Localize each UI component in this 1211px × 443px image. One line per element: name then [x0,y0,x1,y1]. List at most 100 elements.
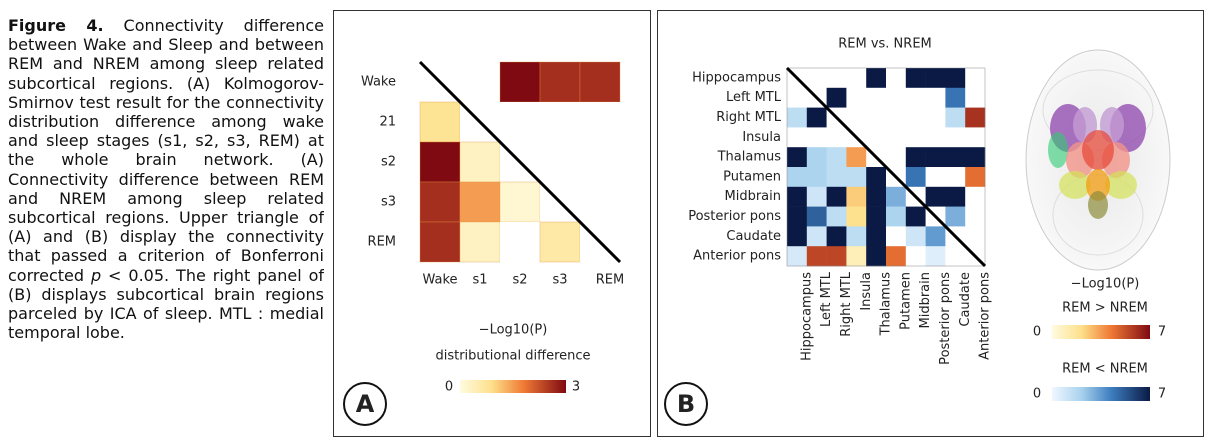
heatmap-cell [886,68,907,89]
heatmap-cell [925,246,946,267]
panel-title: REM vs. NREM [838,37,932,52]
heatmap-cell [925,107,946,128]
heatmap-cell [826,127,847,148]
heatmap-cell [905,147,926,168]
brain-render [1025,49,1171,271]
heatmap-cell [965,127,986,148]
heatmap-cell [965,186,986,207]
heatmap-cell [965,147,986,168]
heatmap-cell [925,68,946,89]
heatmap-cell [787,107,808,128]
heatmap-cell [826,68,847,89]
matrix-frame [786,67,986,267]
heatmap-cell [866,107,887,128]
row-label: Insula [742,130,781,145]
heatmap-cell [419,101,461,143]
heatmap-cell [787,87,808,108]
panel-a-frame [333,10,651,437]
row-label: s2 [381,155,396,170]
col-label: Wake [422,273,457,288]
heatmap-cell [846,246,867,267]
heatmap-cell [460,62,500,102]
caption-text: Connectivity difference between Wake and… [8,16,324,285]
panel-b-frame [657,10,1204,437]
heatmap-cell [580,142,620,182]
colorbar [1052,325,1150,339]
heatmap-cell [787,186,808,207]
heatmap-cell [965,87,986,108]
heatmap-cell [846,206,867,227]
heatmap-cell [540,102,580,142]
heatmap-cell [925,127,946,148]
heatmap-cell [826,226,847,247]
col-label: REM [596,273,624,288]
heatmap-cell [806,186,827,207]
diagonal [418,60,622,264]
heatmap-cell [866,167,887,188]
heatmap-cell [826,246,847,267]
colorbar [1052,387,1150,401]
heatmap-cell [459,181,501,223]
diagonal [785,66,987,268]
heatmap-cell [866,127,887,148]
heatmap-cell [945,186,966,207]
heatmap-cell [826,147,847,168]
heatmap-cell [886,206,907,227]
heatmap-cell [806,147,827,168]
heatmap-cell [806,127,827,148]
heatmap-cell [787,147,808,168]
heatmap-cell [945,147,966,168]
col-label: Posterior pons [938,272,953,365]
heatmap-cell [886,226,907,247]
panel-letter: B [677,390,695,418]
col-label: Right MTL [839,271,854,337]
heatmap-cell [826,186,847,207]
heatmap-cell [945,87,966,108]
heatmap-cell [965,226,986,247]
colorbar-tick: 0 [445,380,453,395]
heatmap-cell [905,226,926,247]
heatmap-cell [905,87,926,108]
heatmap-cell [826,167,847,188]
col-label: Left MTL [819,271,834,327]
heatmap-cell [419,221,461,263]
heatmap-cell [925,167,946,188]
heatmap-cell [826,87,847,108]
heatmap-cell [866,206,887,227]
panel-a-badge [343,382,387,426]
row-label: Hippocampus [692,70,781,85]
col-label: s2 [512,273,527,288]
heatmap-cell [539,61,581,103]
heatmap-cell [500,222,540,262]
row-label: Right MTL [716,110,782,125]
heatmap-cell [459,221,501,263]
heatmap-cell [499,61,541,103]
colorbar-tick: 7 [1158,387,1166,402]
heatmap-cell [886,107,907,128]
heatmap-cell [846,226,867,247]
heatmap-cell [925,226,946,247]
caption-label: Figure 4. [8,16,104,35]
heatmap-cell [806,68,827,89]
heatmap-cell [787,226,808,247]
heatmap-cell [846,107,867,128]
heatmap-cell [846,68,867,89]
caption-p: p [90,265,102,285]
heatmap-cell [905,127,926,148]
heatmap-cell [965,107,986,128]
heatmap-cell [846,186,867,207]
heatmap-cell [945,68,966,89]
heatmap-cell [579,61,621,103]
panel-b-badge [664,382,708,426]
heatmap-cell [419,181,461,223]
heatmap-cell [905,246,926,267]
heatmap-cell [866,186,887,207]
colorbar-label: REM < NREM [1062,362,1148,377]
heatmap-cell [866,68,887,89]
row-label: Anterior pons [693,249,781,264]
colorbar-title: −Log10(P) [479,323,548,338]
heatmap-cell [539,221,581,263]
heatmap-cell [826,206,847,227]
